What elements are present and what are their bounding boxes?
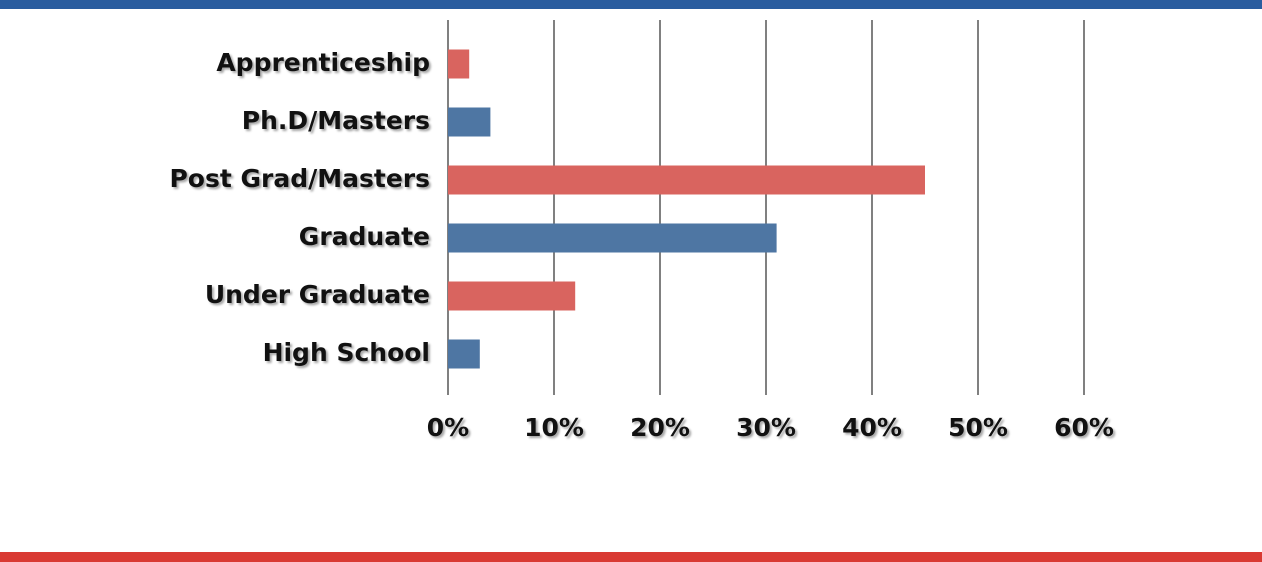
bar bbox=[448, 223, 777, 253]
x-tick-label: 20% bbox=[630, 413, 690, 442]
y-tick-label: Post Grad/Masters bbox=[169, 164, 430, 193]
bottom-band bbox=[0, 552, 1262, 562]
y-tick-label: Under Graduate bbox=[205, 280, 430, 309]
x-tick-label: 60% bbox=[1054, 413, 1114, 442]
bar bbox=[448, 281, 576, 311]
x-tick-label: 0% bbox=[427, 413, 469, 442]
bar bbox=[448, 49, 470, 79]
top-band bbox=[0, 0, 1262, 9]
x-tick-label: 50% bbox=[948, 413, 1008, 442]
x-tick-label: 40% bbox=[842, 413, 902, 442]
y-tick-label: Apprenticeship bbox=[216, 48, 430, 77]
bar bbox=[448, 339, 480, 369]
bar bbox=[448, 107, 491, 137]
y-tick-label: Graduate bbox=[299, 222, 430, 251]
x-tick-label: 10% bbox=[524, 413, 584, 442]
x-tick-label: 30% bbox=[736, 413, 796, 442]
bar bbox=[448, 165, 925, 195]
y-tick-label: Ph.D/Masters bbox=[242, 106, 430, 135]
y-tick-label: High School bbox=[263, 338, 430, 367]
